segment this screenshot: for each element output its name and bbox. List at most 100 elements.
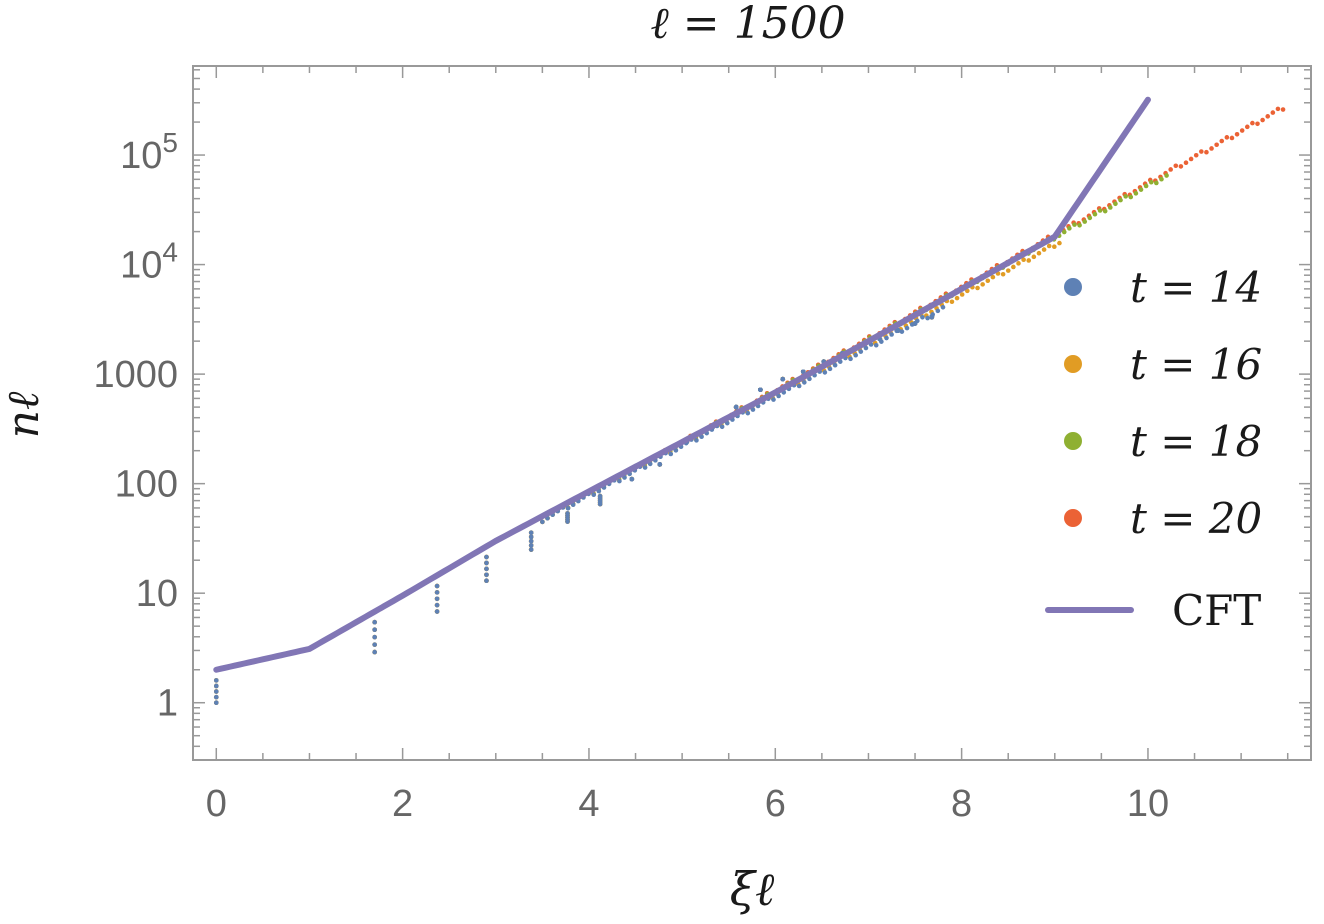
data-point: [959, 292, 965, 297]
legend-label: CFT: [1172, 586, 1261, 635]
data-point: [1239, 128, 1245, 133]
data-point: [822, 370, 828, 375]
data-point: [1000, 271, 1006, 277]
data-point: [629, 476, 635, 482]
data-point: [719, 424, 725, 430]
data-point: [213, 678, 219, 683]
data-point: [484, 566, 489, 572]
data-point: [528, 538, 534, 544]
y-tick-labels: 1 10 100 1000 104 105: [93, 127, 178, 725]
legend-swatch: [1064, 278, 1082, 296]
data-point: [1183, 160, 1189, 165]
x-tick-label: 4: [578, 783, 599, 825]
x-axis-label: ξℓ: [730, 862, 775, 916]
data-point: [528, 534, 534, 540]
data-point: [1067, 226, 1072, 231]
data-point: [1148, 179, 1154, 185]
data-point: [780, 376, 786, 382]
data-point: [1057, 240, 1062, 246]
legend-item: t = 16: [1064, 340, 1262, 389]
data-point: [954, 295, 960, 301]
data-point: [949, 299, 955, 305]
data-point: [1173, 163, 1179, 169]
data-point: [1118, 197, 1123, 203]
data-point: [668, 451, 674, 457]
data-point: [657, 462, 663, 467]
legend-item: CFT: [1045, 586, 1261, 635]
x-tick-label: 8: [951, 783, 972, 825]
data-point: [484, 578, 489, 584]
data-point: [1168, 167, 1173, 172]
data-point: [796, 383, 802, 389]
legend-swatch: [1064, 355, 1082, 373]
data-point: [771, 397, 776, 402]
data-point: [1204, 149, 1209, 155]
x-tick-label: 2: [392, 783, 413, 825]
y-tick-label: 105: [120, 127, 178, 177]
data-point: [925, 315, 930, 321]
data-point: [858, 349, 864, 354]
data-point: [1061, 229, 1067, 235]
legend-swatch: [1064, 509, 1082, 527]
data-point: [1138, 187, 1144, 192]
data-point: [904, 325, 910, 331]
data-point: [920, 314, 925, 320]
data-point: [1133, 191, 1139, 196]
data-point: [1178, 164, 1184, 169]
data-point: [694, 438, 699, 443]
data-point: [484, 560, 489, 566]
data-point: [372, 619, 377, 625]
legend-label: t = 14: [1130, 263, 1262, 312]
y-tick-label: 100: [115, 464, 178, 506]
data-point: [1275, 106, 1281, 112]
data-point: [827, 366, 833, 372]
y-tick-label: 104: [120, 237, 178, 287]
x-tick-label: 10: [1127, 783, 1169, 825]
series-t-16: [213, 240, 1062, 706]
legend-item: t = 14: [1064, 263, 1262, 312]
data-point: [832, 362, 838, 368]
data-point: [1164, 173, 1169, 178]
data-point: [990, 274, 996, 280]
data-point: [484, 554, 489, 560]
data-point: [1097, 208, 1103, 213]
legend-label: t = 16: [1130, 340, 1262, 389]
data-point: [213, 683, 219, 689]
data-point: [745, 410, 751, 416]
data-point: [1188, 156, 1194, 162]
data-point: [372, 634, 377, 640]
data-point: [565, 505, 571, 511]
data-point: [1046, 243, 1052, 249]
data-point: [935, 308, 941, 314]
data-point: [434, 602, 440, 608]
data-point: [434, 609, 440, 614]
data-point: [733, 404, 739, 410]
data-point: [940, 304, 946, 310]
data-point: [540, 519, 545, 525]
data-point: [1280, 107, 1286, 112]
data-point: [1265, 114, 1271, 119]
y-tick-label: 10: [136, 573, 178, 615]
data-point: [776, 393, 781, 399]
data-point: [1244, 124, 1250, 130]
series-t-14: [213, 304, 946, 706]
data-point: [1128, 194, 1134, 200]
data-point: [980, 282, 985, 287]
data-point: [750, 407, 756, 412]
data-point: [591, 492, 597, 498]
data-point: [1102, 208, 1108, 214]
data-point: [895, 328, 901, 333]
data-point: [758, 387, 763, 393]
data-point: [1199, 149, 1204, 154]
data-point: [800, 369, 806, 375]
data-point: [484, 572, 489, 578]
y-tick-label: 1000: [93, 354, 178, 396]
data-point: [1193, 152, 1199, 158]
axis-ticks: [193, 66, 1311, 761]
legend-swatch: [1064, 432, 1082, 450]
data-point: [617, 478, 622, 484]
data-point: [1250, 120, 1255, 126]
data-point: [884, 335, 889, 341]
data-point: [889, 332, 894, 337]
